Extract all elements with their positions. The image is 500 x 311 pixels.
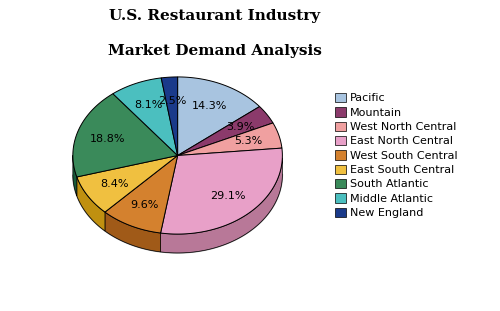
Text: Market Demand Analysis: Market Demand Analysis <box>108 44 322 58</box>
Text: 29.1%: 29.1% <box>210 191 246 201</box>
Text: 8.1%: 8.1% <box>134 100 162 110</box>
Text: 9.6%: 9.6% <box>130 200 159 210</box>
Polygon shape <box>73 155 77 196</box>
Polygon shape <box>73 174 282 253</box>
Polygon shape <box>77 156 178 212</box>
Text: 8.4%: 8.4% <box>100 179 129 189</box>
Text: 18.8%: 18.8% <box>90 133 126 143</box>
Text: 3.9%: 3.9% <box>226 122 254 132</box>
Polygon shape <box>73 94 178 177</box>
Text: 14.3%: 14.3% <box>192 101 227 111</box>
Polygon shape <box>178 107 273 156</box>
Polygon shape <box>77 177 105 231</box>
Polygon shape <box>160 158 282 253</box>
Polygon shape <box>160 148 282 234</box>
Polygon shape <box>161 77 178 156</box>
Text: 2.5%: 2.5% <box>158 96 186 106</box>
Legend: Pacific, Mountain, West North Central, East North Central, West South Central, E: Pacific, Mountain, West North Central, E… <box>332 91 460 220</box>
Text: 5.3%: 5.3% <box>234 136 262 146</box>
Polygon shape <box>105 156 178 233</box>
Text: U.S. Restaurant Industry: U.S. Restaurant Industry <box>110 9 320 23</box>
Polygon shape <box>105 212 160 252</box>
Polygon shape <box>178 77 260 156</box>
Polygon shape <box>178 123 282 156</box>
Polygon shape <box>113 78 178 156</box>
